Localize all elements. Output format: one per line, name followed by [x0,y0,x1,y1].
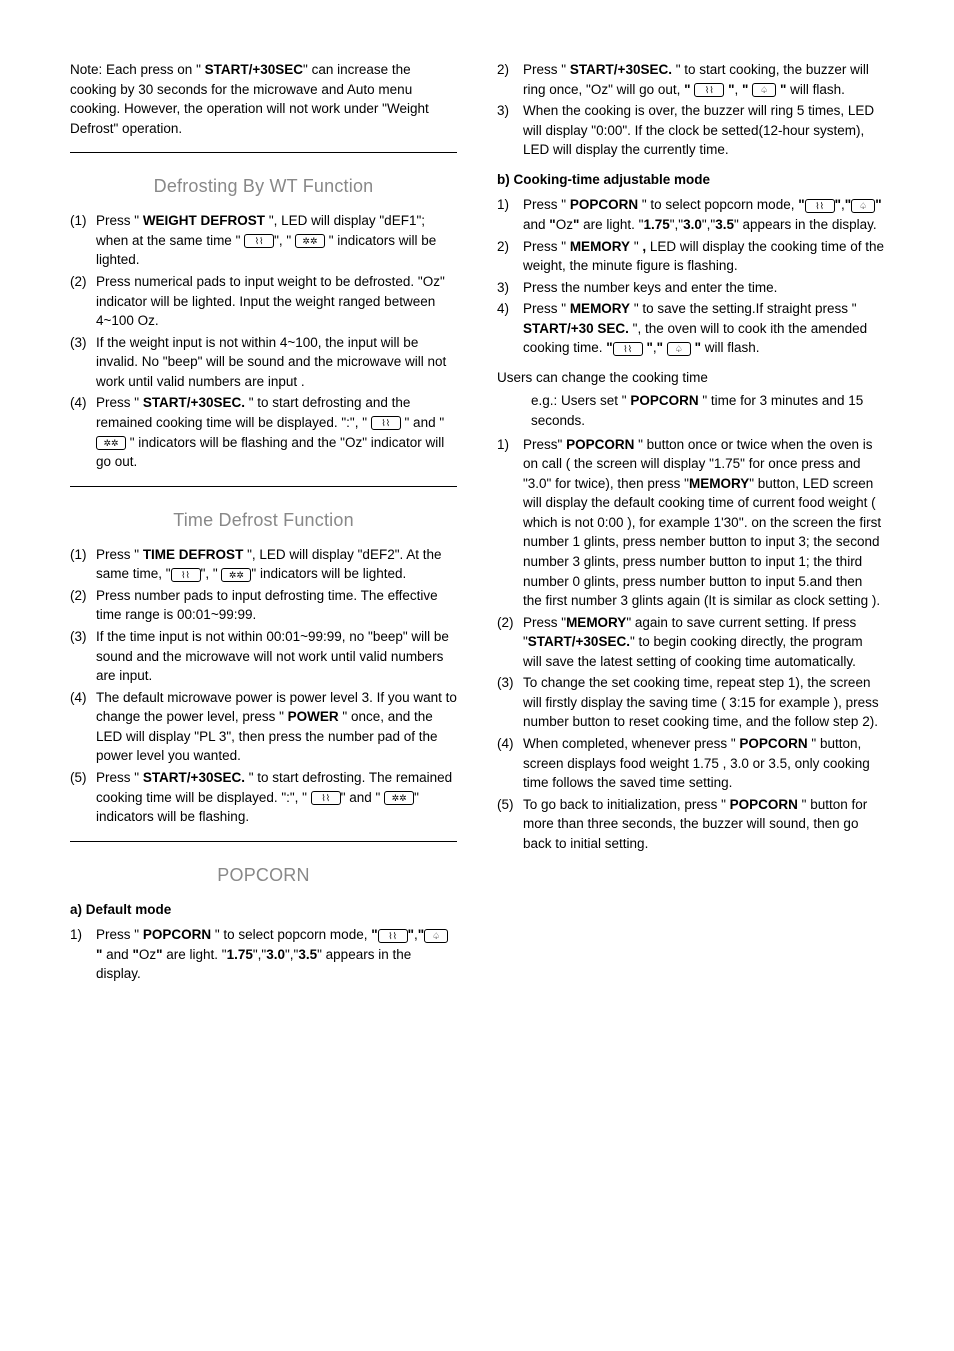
cook-icon: ⌇⌇ [244,234,274,248]
item-number: 1) [497,195,523,234]
cook-icon: ⌇⌇ [371,416,401,430]
cook-icon: ⌇⌇ [805,199,835,213]
bell-icon: ♤ [424,929,448,943]
list-item: 1) Press" POPCORN " button once or twice… [497,435,884,611]
item-body: To go back to initialization, press " PO… [523,795,884,854]
cook-icon: ⌇⌇ [311,791,341,805]
note-paragraph: Note: Each press on " START/+30SEC" can … [70,60,457,138]
list-item: 2) Press " MEMORY " , LED will display t… [497,237,884,276]
list-item: (3) If the weight input is not within 4~… [70,333,457,392]
item-body: Press number pads to input defrosting ti… [96,586,457,625]
item-body: Press " MEMORY " to save the setting.If … [523,299,884,358]
section-title-time-defrost: Time Defrost Function [70,507,457,533]
list-item: (1) Press " TIME DEFROST ", LED will dis… [70,545,457,584]
list-item: (5) To go back to initialization, press … [497,795,884,854]
item-number: 1) [497,435,523,611]
divider [70,152,457,153]
defrost-icon: ✲✲ [96,436,126,450]
item-body: Press " START/+30SEC. " to start cooking… [523,60,884,99]
item-body: Press " MEMORY " , LED will display the … [523,237,884,276]
item-body: Press " START/+30SEC. " to start defrost… [96,393,457,471]
item-body: Press " WEIGHT DEFROST ", LED will displ… [96,211,457,270]
item-number: (1) [70,545,96,584]
item-body: If the weight input is not within 4~100,… [96,333,457,392]
item-body: Press "MEMORY" again to save current set… [523,613,884,672]
item-body: Press" POPCORN " button once or twice wh… [523,435,884,611]
item-number: 3) [497,278,523,298]
list-item: 1) Press " POPCORN " to select popcorn m… [497,195,884,234]
item-number: 3) [497,101,523,160]
item-number: (2) [497,613,523,672]
list-item: (4) The default microwave power is power… [70,688,457,766]
users-eg: e.g.: Users set " POPCORN " time for 3 m… [531,391,884,430]
section-title-popcorn: POPCORN [70,862,457,888]
list-item: 3) When the cooking is over, the buzzer … [497,101,884,160]
item-number: (4) [70,688,96,766]
item-body: Press numerical pads to input weight to … [96,272,457,331]
list-item: 4) Press " MEMORY " to save the setting.… [497,299,884,358]
item-body: When the cooking is over, the buzzer wil… [523,101,884,160]
item-number: (3) [497,673,523,732]
item-number: (1) [70,211,96,270]
item-number: (4) [70,393,96,471]
users-change-head: Users can change the cooking time [497,368,884,388]
cook-icon: ⌇⌇ [171,568,201,582]
list-item: 2) Press " START/+30SEC. " to start cook… [497,60,884,99]
bell-icon: ♤ [752,83,776,97]
item-number: (2) [70,272,96,331]
item-number: 4) [497,299,523,358]
popcorn-mode-a-head: a) Default mode [70,900,457,920]
list-item: (2) Press numerical pads to input weight… [70,272,457,331]
cook-icon: ⌇⌇ [378,929,408,943]
defrost-icon: ✲✲ [384,791,414,805]
popcorn-mode-b-head: b) Cooking-time adjustable mode [497,170,884,190]
list-item: (3) To change the set cooking time, repe… [497,673,884,732]
item-number: 2) [497,60,523,99]
cook-icon: ⌇⌇ [694,83,724,97]
list-item: 1) Press " POPCORN " to select popcorn m… [70,925,457,984]
list-item: (4) When completed, whenever press " POP… [497,734,884,793]
list-item: (4) Press " START/+30SEC. " to start def… [70,393,457,471]
item-number: (2) [70,586,96,625]
right-column: 2) Press " START/+30SEC. " to start cook… [497,60,884,986]
defrost-icon: ✲✲ [295,234,325,248]
item-body: Press " POPCORN " to select popcorn mode… [96,925,457,984]
list-item: (3) If the time input is not within 00:0… [70,627,457,686]
item-number: (5) [70,768,96,827]
item-number: (3) [70,333,96,392]
item-body: Press the number keys and enter the time… [523,278,884,298]
item-body: The default microwave power is power lev… [96,688,457,766]
bell-icon: ♤ [667,342,691,356]
item-number: 1) [70,925,96,984]
item-number: 2) [497,237,523,276]
item-number: (4) [497,734,523,793]
list-item: (2) Press number pads to input defrostin… [70,586,457,625]
cook-icon: ⌇⌇ [613,342,643,356]
item-body: Press " TIME DEFROST ", LED will display… [96,545,457,584]
item-body: When completed, whenever press " POPCORN… [523,734,884,793]
section-title-defrost-wt: Defrosting By WT Function [70,173,457,199]
list-item: (1) Press " WEIGHT DEFROST ", LED will d… [70,211,457,270]
divider [70,486,457,487]
item-number: (5) [497,795,523,854]
bell-icon: ♤ [851,199,875,213]
item-body: To change the set cooking time, repeat s… [523,673,884,732]
left-column: Note: Each press on " START/+30SEC" can … [70,60,457,986]
page-columns: Note: Each press on " START/+30SEC" can … [70,60,884,986]
item-body: If the time input is not within 00:01~99… [96,627,457,686]
list-item: (5) Press " START/+30SEC. " to start def… [70,768,457,827]
list-item: (2) Press "MEMORY" again to save current… [497,613,884,672]
list-item: 3) Press the number keys and enter the t… [497,278,884,298]
item-number: (3) [70,627,96,686]
item-body: Press " POPCORN " to select popcorn mode… [523,195,884,234]
divider [70,841,457,842]
defrost-icon: ✲✲ [221,568,251,582]
item-body: Press " START/+30SEC. " to start defrost… [96,768,457,827]
